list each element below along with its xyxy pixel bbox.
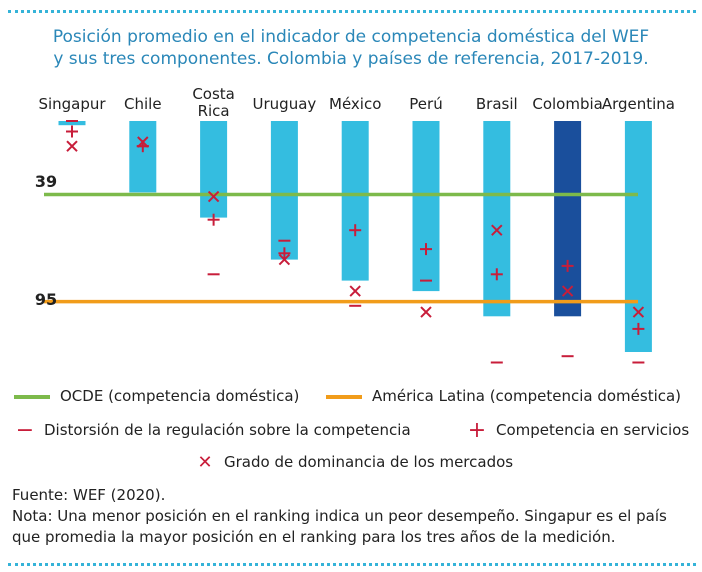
top-dotted-border: [8, 10, 696, 13]
y-tick-label: 95: [35, 290, 57, 309]
category-label: Uruguay: [253, 95, 317, 113]
dominancia-marker: [491, 224, 503, 236]
bar: [129, 121, 157, 193]
source-text: Fuente: WEF (2020).: [12, 486, 166, 504]
servicios-marker: [561, 259, 574, 272]
category-label: Singapur: [38, 95, 106, 113]
servicios-marker: [278, 247, 291, 260]
plus-marker-icon: +: [467, 417, 487, 443]
dominancia-marker: [207, 190, 220, 203]
bar: [412, 121, 440, 292]
servicios-marker: [207, 213, 220, 226]
dominancia-marker: [137, 136, 149, 148]
servicios-marker: [349, 224, 362, 237]
bottom-dotted-border: [8, 563, 696, 566]
legend-servicios: + Competencia en servicios: [466, 417, 690, 443]
legend-distorsion: − Distorsión de la regulación sobre la co…: [14, 417, 411, 443]
x-marker-icon: ✕: [197, 451, 213, 473]
category-label: Rica: [198, 102, 230, 120]
bar: [554, 121, 582, 317]
category-label: Chile: [124, 95, 162, 113]
legend-ocde-label: OCDE (competencia doméstica): [60, 387, 300, 405]
bar: [58, 121, 86, 126]
legend-distorsion-label: Distorsión de la regulación sobre la com…: [44, 421, 411, 439]
dominancia-marker: [561, 285, 574, 297]
servicios-marker: [420, 243, 432, 256]
bar: [270, 121, 298, 260]
dominancia-marker: [66, 140, 78, 152]
category-label: Perú: [409, 95, 442, 113]
y-tick-label: 39: [35, 172, 57, 191]
servicios-marker: [632, 322, 645, 335]
category-label: Colombia: [532, 95, 603, 113]
note-line-2: que promedia la mayor posición en el ran…: [12, 528, 616, 546]
category-label: Brasil: [476, 95, 518, 113]
legend-ocde-swatch: [14, 394, 50, 399]
legend-dominancia: ✕ Grado de dominancia de los mercados: [194, 453, 513, 471]
dominancia-marker: [632, 306, 645, 318]
legend-dominancia-label: Grado de dominancia de los mercados: [224, 453, 514, 471]
note-line-1: Nota: Una menor posición en el ranking i…: [12, 507, 667, 525]
legend-latam: América Latina (competencia doméstica): [326, 387, 681, 405]
category-label: México: [329, 95, 381, 113]
category-label: Costa: [192, 85, 235, 103]
dominancia-marker: [278, 253, 291, 266]
legend-latam-label: América Latina (competencia doméstica): [372, 387, 682, 405]
bar: [624, 121, 652, 352]
category-label: Argentina: [602, 95, 675, 113]
chart-title-line-2: y sus tres componentes. Colombia y paíse…: [53, 49, 649, 69]
notes-block: Fuente: WEF (2020). Nota: Una menor posi…: [12, 485, 696, 548]
dominancia-marker: [349, 285, 361, 297]
bar: [483, 121, 511, 317]
bar: [341, 121, 369, 281]
chart-title-line-1: Posición promedio en el indicador de com…: [52, 27, 650, 47]
servicios-marker: [490, 268, 503, 281]
legend-ocde: OCDE (competencia doméstica): [14, 387, 299, 405]
legend-servicios-label: Competencia en servicios: [496, 421, 690, 439]
dominancia-marker: [420, 306, 432, 318]
bar: [200, 121, 228, 218]
servicios-marker: [66, 125, 78, 138]
legend-latam-swatch: [326, 394, 362, 399]
chart-title: Posición promedio en el indicador de com…: [0, 26, 702, 70]
minus-marker-icon: −: [15, 417, 35, 443]
